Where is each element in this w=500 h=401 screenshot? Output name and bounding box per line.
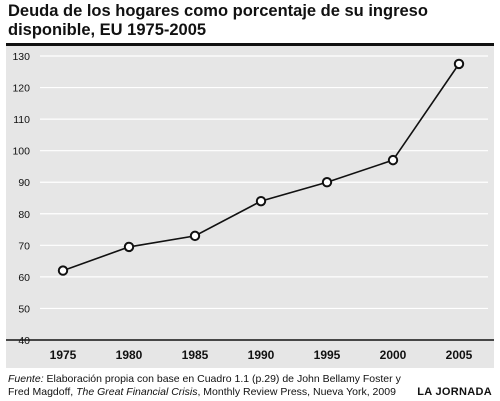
x-tick-label: 1990 [248,348,275,362]
y-tick-label: 100 [12,146,30,158]
publisher-logo: LA JORNADA [417,386,492,398]
source-note: Fuente: Elaboración propia con base en C… [8,373,408,399]
data-point-1995 [321,177,333,188]
y-tick-label: 120 [12,83,30,95]
data-point-1980 [123,241,135,253]
chart-title: Deuda de los hogares como porcentaje de … [8,2,428,39]
data-point-1990 [255,195,267,207]
y-tick-label: 60 [18,272,30,284]
x-tick-label: 1980 [116,348,143,362]
x-tick-label: 1985 [182,348,209,362]
y-tick-label: 130 [12,51,30,63]
x-tick-label: 1995 [314,348,341,362]
title-rule [6,43,494,46]
data-point-1985 [189,230,201,242]
series-line [62,63,460,272]
gridlines [40,55,488,310]
data-point-1975 [57,265,69,276]
y-tick-label: 70 [18,240,30,252]
x-axis-ticks: 1975 1980 1985 1990 1995 2000 2005 [50,348,473,362]
y-tick-label: 40 [18,335,30,347]
source-label: Fuente: [8,373,44,385]
source-text: Elaboración propia con base en Cuadro 1.… [8,373,401,398]
source-text-end: , Monthly Review Press, Nueva York, 2009 [197,386,396,398]
chart-area: 40 50 60 70 80 90 100 110 120 130 1975 1980 1985 199… [6,46,494,368]
data-point-2005 [453,58,465,70]
y-tick-label: 50 [18,303,30,315]
y-axis-ticks: 40 50 60 70 80 90 100 110 120 130 [12,51,30,347]
data-point-2000 [387,154,399,166]
x-tick-label: 1975 [50,348,77,362]
y-tick-label: 110 [13,114,30,126]
line-chart: 40 50 60 70 80 90 100 110 120 130 1975 1980 1985 199… [6,51,494,362]
x-tick-label: 2005 [446,348,473,362]
series-layer [57,58,465,276]
source-book-title: The Great Financial Crisis [76,386,198,398]
x-tick-label: 2000 [380,348,407,362]
y-tick-label: 90 [18,177,30,189]
y-tick-label: 80 [18,209,30,221]
